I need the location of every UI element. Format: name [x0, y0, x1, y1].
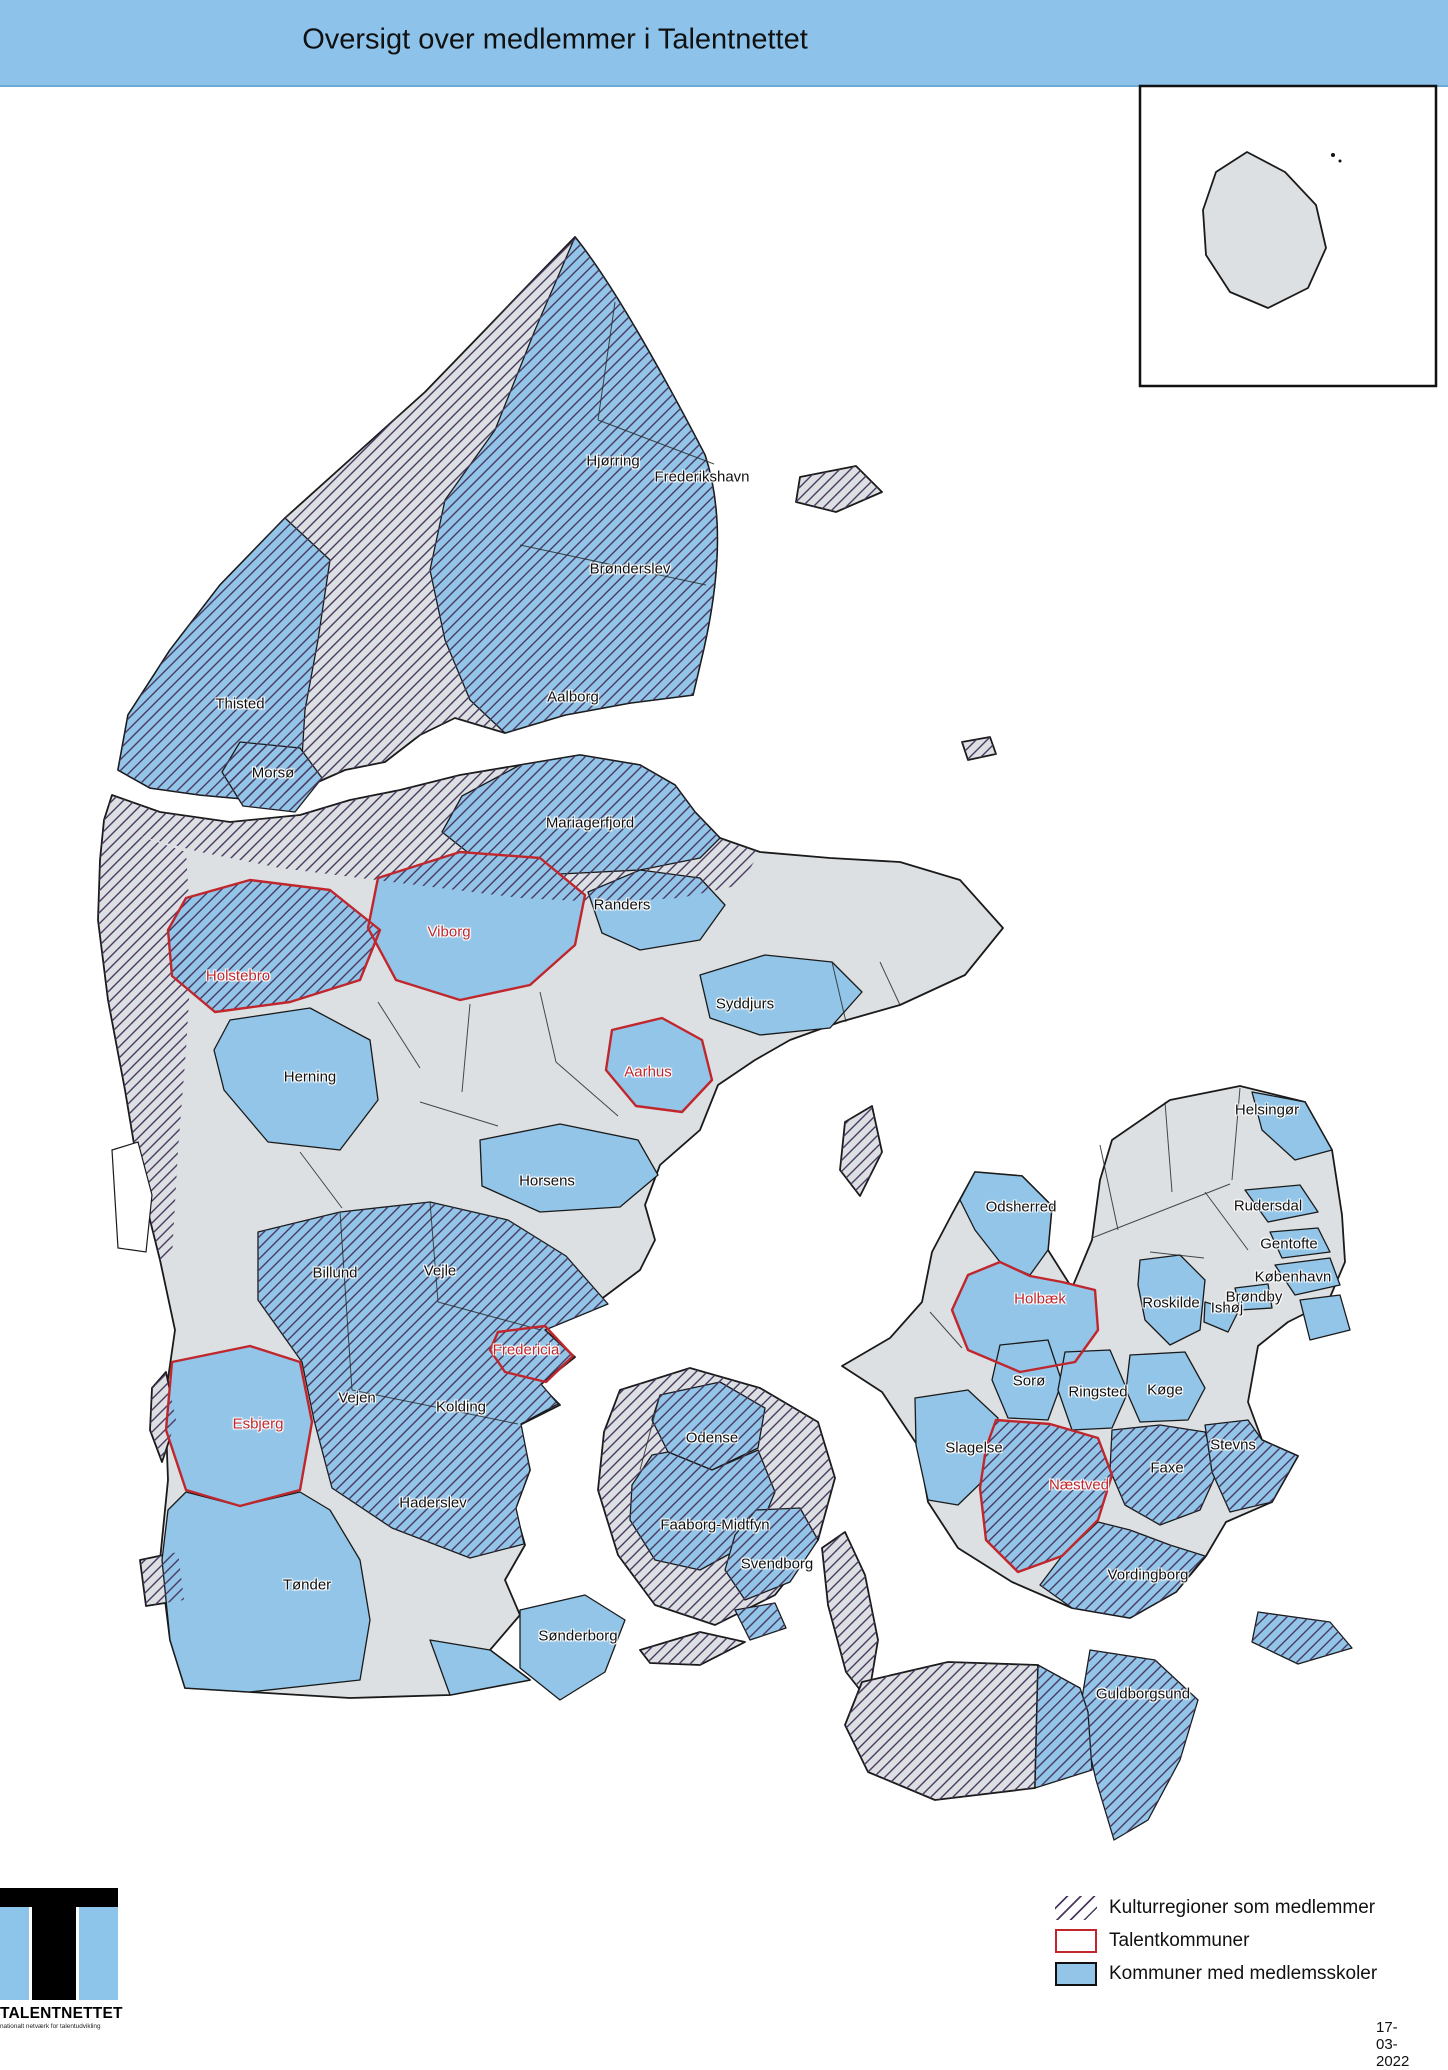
legend-label: Kommuner med medlemsskoler: [1109, 1963, 1378, 1984]
logo-t-body: [0, 1907, 118, 2000]
map-date: 17-03-2022: [1376, 2019, 1410, 2070]
legend-row-talentkommuner: Talentkommuner: [1055, 1929, 1435, 1953]
legend-label: Talentkommuner: [1109, 1930, 1250, 1951]
hatch-swatch-icon: [1055, 1896, 1097, 1920]
legend-label: Kulturregioner som medlemmer: [1109, 1897, 1376, 1918]
blue-fill-swatch-icon: [1055, 1962, 1097, 1986]
page-title: Oversigt over medlemmer i Talentnettet: [302, 23, 808, 56]
title-bar: [0, 0, 1448, 87]
legend-row-kulturregioner: Kulturregioner som medlemmer: [1055, 1896, 1435, 1920]
talentnettet-logo: TALENTNETTET nationalt netværk for talen…: [0, 1888, 122, 2030]
legend-row-medlemsskoler: Kommuner med medlemsskoler: [1055, 1962, 1435, 1986]
logo-tagline: nationalt netværk for talentudvikling: [0, 2023, 101, 2030]
municipal-borders: [299, 301, 1249, 1471]
logo-name: TALENTNETTET: [0, 2005, 123, 2022]
member-municipality-layer: [117, 236, 1353, 1841]
logo-t-bar: [0, 1888, 118, 1907]
red-outline-swatch-icon: [1055, 1929, 1097, 1953]
bornholm-inset: [1138, 84, 1438, 388]
ringkobing-fjord: [111, 1141, 153, 1253]
legend: Kulturregioner som medlemmer Talentkommu…: [1055, 1896, 1435, 1995]
